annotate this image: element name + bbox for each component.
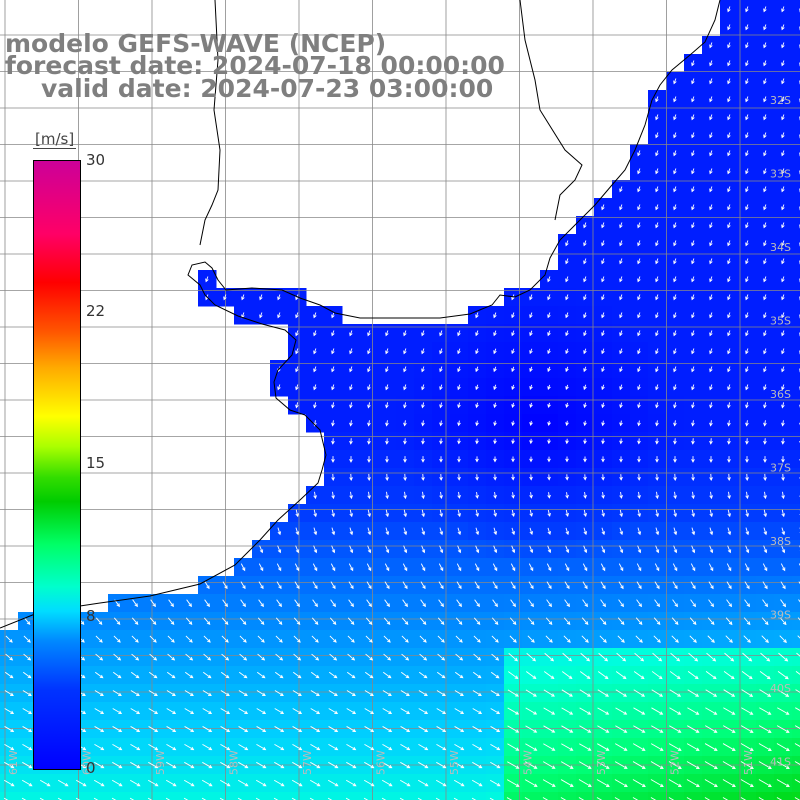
- lon-label: 53W: [595, 750, 608, 775]
- lat-label: 41S: [770, 756, 791, 769]
- lat-label: 40S: [770, 682, 791, 695]
- forecast-date: forecast date: 2024-07-18 00:00:00: [5, 51, 505, 80]
- lat-label: 38S: [770, 535, 791, 548]
- lat-label: 33S: [770, 168, 791, 181]
- colorbar-tick-0: 0: [86, 759, 96, 777]
- lon-label: 61W: [7, 750, 20, 775]
- lat-label: 35S: [770, 315, 791, 328]
- latitude-labels: 32S 33S 34S 35S 36S 37S 38S 39S 40S 41S: [770, 94, 791, 769]
- model-title: modelo GEFS-WAVE (NCEP): [5, 29, 387, 58]
- lat-label: 36S: [770, 388, 791, 401]
- lon-label: 57W: [301, 750, 314, 775]
- lon-label: 59W: [154, 750, 167, 775]
- colorbar-unit: [m/s]: [33, 130, 77, 149]
- lat-label: 39S: [770, 609, 791, 622]
- lat-label: 37S: [770, 462, 791, 475]
- lat-label: 34S: [770, 241, 791, 254]
- lon-label: 60W: [81, 750, 94, 775]
- wind-arrows: [3, 6, 800, 800]
- colorbar: [33, 160, 81, 770]
- valid-date: valid date: 2024-07-23 03:00:00: [41, 74, 494, 103]
- lon-label: 54W: [522, 750, 535, 775]
- coastline: [0, 0, 721, 629]
- colorbar-tick-22: 22: [86, 302, 106, 320]
- lon-label: 58W: [228, 750, 241, 775]
- lon-label: 51W: [742, 750, 755, 775]
- colorbar-tick-8: 8: [86, 607, 96, 625]
- lon-label: 56W: [375, 750, 388, 775]
- lat-label: 32S: [770, 94, 791, 107]
- lon-label: 55W: [448, 750, 461, 775]
- colorbar-tick-30: 30: [86, 151, 106, 169]
- lon-label: 52W: [669, 750, 682, 775]
- longitude-labels: 61W 60W 59W 58W 57W 56W 55W 54W 53W 52W 51W: [7, 750, 755, 775]
- colorbar-tick-15: 15: [86, 454, 106, 472]
